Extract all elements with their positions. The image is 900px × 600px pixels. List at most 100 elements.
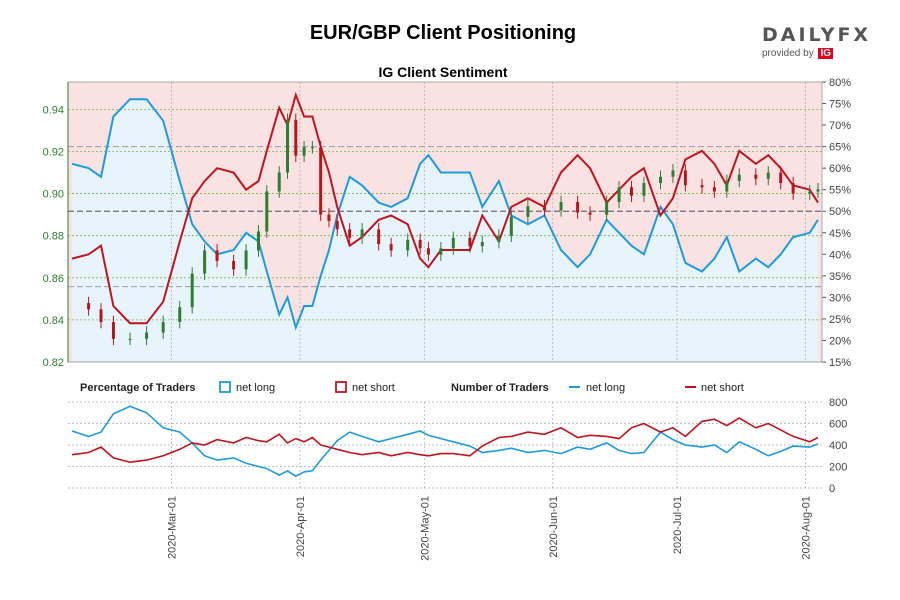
net-short-count-line	[71, 417, 819, 464]
logo-provided-by-text: provided by	[762, 48, 814, 59]
candle-body	[816, 189, 820, 192]
net-long-pct-line	[71, 98, 819, 331]
count-axis-tick-label: 0	[829, 483, 835, 495]
candle-body	[348, 229, 352, 238]
candle-body	[671, 170, 675, 177]
candle-body	[766, 172, 770, 179]
x-axis-tick-label: 2020-Jul-01	[672, 496, 684, 554]
candle-body	[791, 183, 795, 194]
chart-title: EUR/GBP Client Positioning	[309, 22, 577, 44]
left-axis-tick-label: 0.82	[43, 357, 64, 369]
count-axis-tick-label: 800	[829, 397, 847, 409]
legend-num-short-label: net short	[701, 382, 744, 394]
left-axis-tick-label: 0.84	[43, 315, 64, 327]
candle-body	[737, 174, 741, 181]
right-axis-tick-label: 75%	[829, 99, 851, 111]
candle-body	[265, 191, 269, 232]
right-axis-tick-label: 15%	[829, 357, 851, 369]
candle-body	[779, 172, 783, 184]
ig-logo-badge: IG	[818, 48, 834, 59]
legend-pct-short-label: net short	[352, 382, 395, 394]
candle-body	[439, 248, 443, 255]
candle-body	[389, 244, 393, 251]
right-axis-tick-label: 55%	[829, 185, 851, 197]
candle-body	[426, 248, 430, 255]
legend-num-title: Number of Traders	[451, 382, 549, 394]
right-axis-tick-label: 80%	[829, 77, 851, 89]
left-axis-tick-label: 0.86	[43, 273, 64, 285]
candle-body	[605, 202, 609, 215]
candle-body	[588, 212, 592, 215]
dailyfx-logo-text: DAILYFX	[762, 24, 872, 46]
candle-body	[683, 170, 687, 186]
chart-subtitle: IG Client Sentiment	[378, 64, 507, 80]
right-axis-tick-label: 40%	[829, 249, 851, 261]
legend-num-long-label: net long	[586, 382, 625, 394]
candle-body	[725, 180, 729, 192]
candle-body	[468, 237, 472, 247]
dailyfx-logo: DAILYFX provided by IG	[762, 24, 872, 59]
right-axis-tick-label: 30%	[829, 292, 851, 304]
candle-body	[712, 187, 716, 192]
right-axis-tick-label: 20%	[829, 335, 851, 347]
net-long-area	[72, 99, 818, 362]
left-axis-tick-label: 0.90	[43, 189, 64, 201]
right-axis-tick-label: 60%	[829, 163, 851, 175]
x-axis-tick-label: 2020-Mar-01	[166, 496, 178, 559]
left-axis-tick-label: 0.92	[43, 146, 64, 158]
candle-body	[754, 174, 758, 179]
x-axis-tick-label: 2020-May-01	[419, 496, 431, 561]
legend-pct-title: Percentage of Traders	[80, 382, 196, 394]
candle-body	[406, 239, 410, 251]
candle-body	[526, 206, 530, 217]
candle-body	[257, 231, 260, 251]
candle-body	[808, 191, 812, 194]
logo-provided-by: provided by IG	[762, 48, 872, 59]
count-axis-tick-label: 400	[829, 440, 847, 452]
candle-body	[576, 202, 580, 213]
candle-body	[559, 202, 563, 211]
right-axis-tick-label: 35%	[829, 271, 851, 283]
price-sentiment-panel: 0.82 0.84 0.86 0.88 0.90 0.92 0.94 15% 20% 25% 30%…	[43, 77, 852, 369]
candle-body	[642, 183, 646, 196]
candle-body	[286, 119, 290, 173]
candle-body	[659, 176, 663, 184]
net-long-count-line	[71, 405, 819, 478]
candle-body	[310, 147, 314, 149]
candle-body	[335, 220, 339, 230]
candle-body	[232, 260, 236, 270]
candle-body	[161, 322, 165, 333]
candle-body	[542, 206, 546, 211]
count-axis-tick-label: 600	[829, 419, 847, 431]
count-axis-tick-label: 200	[829, 462, 847, 474]
right-axis-tick-label: 70%	[829, 120, 851, 132]
candle-body	[99, 309, 103, 322]
candle-body	[215, 250, 219, 261]
candle-body	[509, 216, 513, 236]
x-axis-tick-label: 2020-Apr-01	[295, 496, 307, 557]
candle-body	[451, 237, 455, 249]
candle-body	[700, 185, 704, 188]
x-axis-tick-label: 2020-Aug-01	[801, 496, 813, 560]
candle-body	[480, 242, 484, 247]
right-axis-tick-label: 45%	[829, 228, 851, 240]
right-axis-tick-label: 65%	[829, 142, 851, 154]
candle-body	[497, 235, 501, 242]
candle-body	[294, 119, 298, 156]
left-axis-tick-label: 0.94	[43, 104, 64, 116]
right-axis-tick-label: 25%	[829, 314, 851, 326]
candle-body	[302, 147, 306, 156]
legend: Percentage of Traders net long net short…	[80, 381, 744, 394]
candle-body	[418, 239, 422, 249]
right-axis-tick-label: 50%	[829, 206, 851, 218]
candle-body	[244, 250, 248, 270]
candle-body	[360, 229, 364, 238]
left-axis-tick-label: 0.88	[43, 231, 64, 243]
candle-body	[319, 147, 323, 215]
candle-body	[87, 303, 91, 310]
candle-body	[277, 172, 281, 192]
candle-body	[128, 338, 132, 340]
net-short-pct-line	[71, 91, 819, 325]
candle-body	[178, 307, 182, 322]
